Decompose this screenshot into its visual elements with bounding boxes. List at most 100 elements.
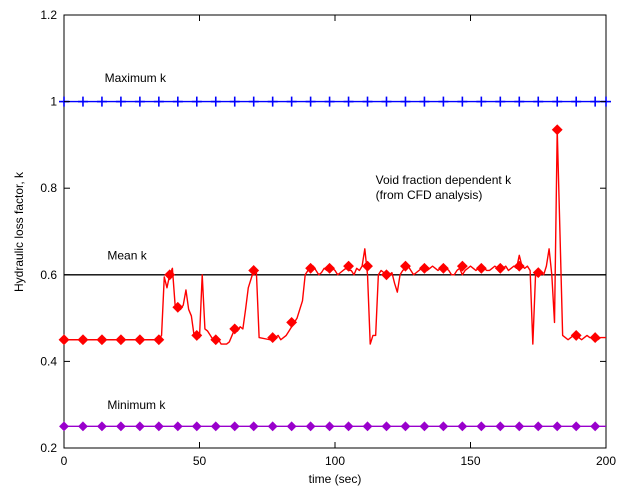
y-tick-label: 1 — [50, 95, 57, 109]
plus-marker — [305, 96, 316, 107]
diamond-marker — [419, 421, 430, 432]
diamond-marker — [172, 421, 183, 432]
diamond-marker — [495, 421, 506, 432]
series-line-3 — [64, 129, 606, 345]
plus-marker — [172, 96, 183, 107]
x-tick-label: 200 — [596, 454, 616, 468]
diamond-marker — [97, 421, 107, 432]
diamond-marker — [305, 421, 316, 432]
diamond-marker — [134, 334, 146, 346]
plus-marker — [96, 96, 107, 107]
diamond-marker — [58, 334, 70, 346]
diamond-marker — [400, 260, 411, 272]
plus-marker — [343, 96, 354, 107]
plus-marker — [286, 96, 297, 107]
diamond-marker — [248, 265, 260, 276]
diamond-marker — [438, 421, 449, 432]
diamond-marker — [164, 269, 176, 281]
diamond-marker — [77, 334, 89, 346]
x-tick-label: 100 — [325, 454, 345, 468]
diamond-marker — [362, 421, 373, 432]
diamond-marker — [153, 421, 164, 432]
diamond-marker — [229, 323, 241, 335]
diamond-marker — [324, 262, 336, 274]
diamond-marker — [343, 421, 354, 432]
diamond-marker — [419, 262, 430, 274]
diamond-marker — [343, 260, 354, 272]
diamond-marker — [570, 329, 582, 341]
x-axis-label: time (sec) — [309, 472, 362, 486]
diamond-marker — [532, 267, 544, 279]
diamond-marker — [191, 421, 202, 432]
plus-marker — [267, 96, 278, 107]
x-tick-label: 150 — [460, 454, 480, 468]
diamond-marker — [115, 421, 126, 432]
y-tick-label: 0.2 — [40, 441, 57, 455]
diamond-marker — [362, 260, 373, 272]
diamond-marker — [267, 332, 279, 344]
diamond-marker — [267, 421, 278, 432]
plus-marker — [77, 96, 88, 107]
annotation-text: Mean k — [107, 249, 147, 263]
y-tick-label: 0.8 — [40, 181, 57, 195]
x-tick-label: 0 — [61, 454, 68, 468]
tick-layer: 0 50 100 150 200 0.2 0.4 0.6 0.8 1 1.2 — [40, 8, 616, 468]
diamond-marker — [551, 124, 563, 136]
diamond-marker — [494, 262, 506, 274]
diamond-marker — [513, 260, 525, 272]
y-tick-label: 0.6 — [40, 268, 57, 282]
diamond-marker — [229, 421, 240, 432]
diamond-marker — [533, 421, 544, 432]
plus-marker — [324, 96, 335, 107]
diamond-marker — [475, 262, 487, 274]
y-axis-label: Hydraulic loss factor, k — [12, 171, 26, 292]
annotation-layer: Maximum k Mean k Minimum k Void fraction de… — [105, 71, 512, 412]
diamond-marker — [286, 421, 297, 432]
diamond-marker — [210, 334, 222, 346]
diamond-marker — [476, 421, 487, 432]
plus-marker — [457, 96, 468, 107]
diamond-marker — [552, 421, 563, 432]
diamond-marker — [305, 262, 317, 274]
diamond-marker — [248, 421, 259, 432]
plus-marker — [533, 96, 544, 107]
diamond-marker — [78, 421, 88, 432]
plus-marker — [362, 96, 373, 107]
diamond-marker — [115, 334, 127, 346]
plus-marker — [115, 96, 126, 107]
diamond-marker — [381, 421, 392, 432]
annotation-text: Void fraction dependent k — [376, 173, 512, 187]
diamond-marker — [59, 421, 69, 432]
y-tick-label: 1.2 — [40, 8, 57, 22]
diamond-marker — [590, 421, 601, 432]
plus-marker — [590, 96, 601, 107]
plus-marker — [229, 96, 240, 107]
plus-marker — [191, 96, 202, 107]
diamond-marker — [400, 421, 411, 432]
plus-marker — [476, 96, 487, 107]
annotation-text: Minimum k — [107, 398, 166, 412]
marker-layer — [58, 96, 611, 432]
diamond-marker — [457, 421, 468, 432]
diamond-marker — [571, 421, 582, 432]
plus-marker — [134, 96, 145, 107]
diamond-marker — [172, 301, 184, 313]
diamond-marker — [381, 269, 392, 281]
diamond-marker — [153, 334, 165, 346]
diamond-marker — [437, 262, 449, 274]
diamond-marker — [210, 421, 221, 432]
diamond-marker — [456, 260, 468, 272]
annotation-text: Maximum k — [105, 71, 167, 85]
plus-marker — [153, 96, 164, 107]
diamond-marker — [134, 421, 145, 432]
x-tick-label: 50 — [193, 454, 207, 468]
diamond-marker — [286, 317, 298, 328]
plus-marker — [419, 96, 430, 107]
plus-marker — [210, 96, 221, 107]
annotation-text: (from CFD analysis) — [376, 188, 483, 202]
plot-area: 0 50 100 150 200 0.2 0.4 0.6 0.8 1 1.2 — [40, 8, 616, 468]
diamond-marker — [514, 421, 525, 432]
diamond-marker — [96, 334, 108, 346]
plus-marker — [552, 96, 563, 107]
